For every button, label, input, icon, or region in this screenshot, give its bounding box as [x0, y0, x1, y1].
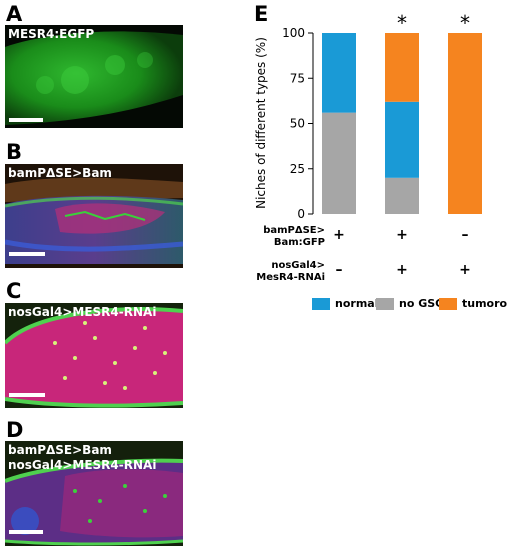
genotype-mark: –: [335, 262, 343, 278]
micrograph-d: bamPΔSE>Bam nosGal4>MESR4-RNAi: [5, 441, 183, 546]
scale-bar: [9, 530, 43, 534]
legend-item-tumorous: tumorous: [439, 297, 507, 310]
significance-asterisk: *: [397, 11, 407, 35]
caption-b: bamPΔSE>Bam: [8, 166, 112, 180]
y-tick-label: 50: [290, 117, 305, 131]
y-tick-label: 25: [290, 162, 305, 176]
genotype-row-label-2: nosGal4> MesR4-RNAi: [256, 260, 325, 283]
micrograph-a: MESR4:EGFP: [5, 25, 183, 128]
panel-label-c: C: [6, 279, 22, 303]
caption-c: nosGal4>MESR4-RNAi: [8, 305, 157, 319]
genotype-row-label-1: bamPΔSE> Bam:GFP: [263, 225, 325, 248]
genotype-mark: +: [396, 227, 408, 243]
caption-d-line1: bamPΔSE>Bam: [8, 443, 112, 457]
bar-segment-normal: [385, 101, 419, 178]
scale-bar: [9, 118, 43, 122]
genotype-mark: –: [461, 227, 469, 243]
bar-segment-tumorous: [385, 33, 419, 102]
y-axis-label: Niches of different types (%): [254, 37, 268, 209]
stacked-bar-chart: Niches of different types (%) 0 25 50 75 100…: [254, 11, 482, 221]
micrograph-c: nosGal4>MESR4-RNAi: [5, 303, 183, 408]
panel-label-b: B: [6, 140, 23, 164]
panel-label-e: E: [254, 2, 269, 26]
scale-bar: [9, 393, 45, 397]
legend-swatch: [439, 297, 457, 310]
bar-segment-no-gsc: [385, 177, 419, 214]
y-tick-label: 75: [290, 71, 305, 85]
genotype-mark: +: [333, 227, 345, 243]
caption-a: MESR4:EGFP: [8, 27, 95, 41]
bar-segment-tumorous: [448, 33, 482, 214]
legend-swatch: [312, 297, 330, 310]
genotype-mark: +: [459, 262, 471, 278]
legend-item-normal: normal: [312, 297, 378, 310]
bar-segment-no-gsc: [322, 112, 356, 214]
legend-swatch: [376, 297, 394, 310]
scale-bar: [9, 252, 45, 256]
panel-label-a: A: [6, 2, 23, 26]
y-tick-label: 100: [282, 26, 305, 40]
caption-d-line2: nosGal4>MESR4-RNAi: [8, 458, 157, 472]
y-tick-label: 0: [297, 207, 305, 221]
panel-label-d: D: [6, 418, 24, 442]
genotype-mark: +: [396, 262, 408, 278]
legend-item-no-gsc: no GSC: [376, 297, 443, 310]
bar-segment-normal: [322, 33, 356, 113]
significance-asterisk: *: [460, 11, 470, 35]
micrograph-b: bamPΔSE>Bam: [5, 164, 183, 268]
